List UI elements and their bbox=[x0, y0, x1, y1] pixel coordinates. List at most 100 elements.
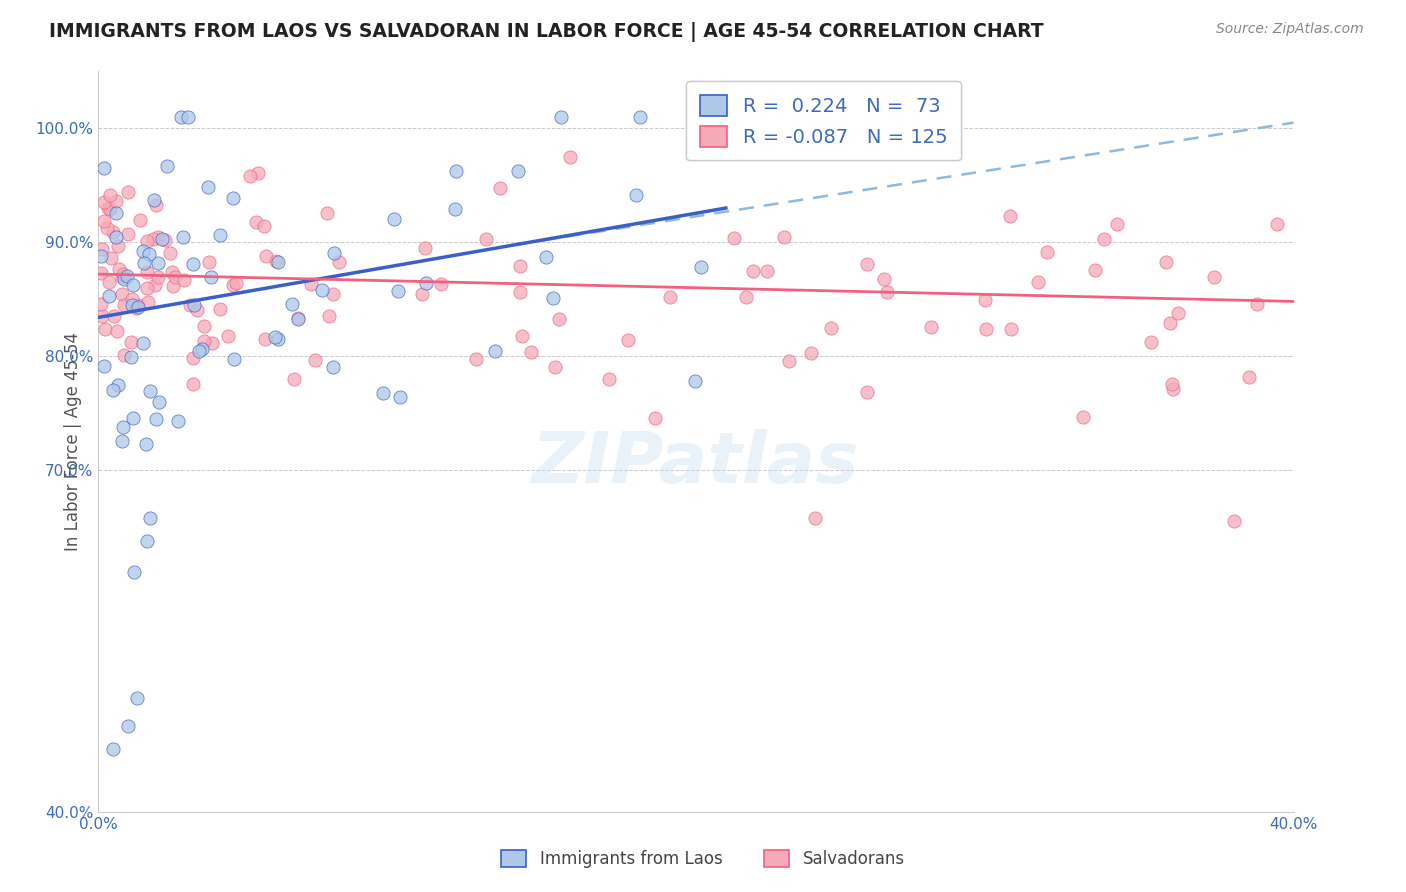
Point bbox=[97, 201, 120, 215]
Point bbox=[117, 227, 139, 241]
Point bbox=[125, 301, 148, 316]
Point bbox=[200, 269, 222, 284]
Point bbox=[112, 297, 135, 311]
Point bbox=[121, 292, 143, 306]
Point bbox=[98, 188, 121, 202]
Point bbox=[150, 232, 173, 246]
Point bbox=[148, 229, 170, 244]
Point bbox=[98, 202, 121, 216]
Point bbox=[311, 283, 333, 297]
Point bbox=[93, 359, 115, 373]
Point bbox=[221, 191, 243, 205]
Point bbox=[873, 272, 896, 286]
Point bbox=[778, 354, 800, 368]
Point bbox=[465, 352, 488, 367]
Point bbox=[411, 287, 433, 301]
Point bbox=[96, 221, 118, 235]
Point bbox=[105, 324, 128, 338]
Point bbox=[148, 394, 170, 409]
Point bbox=[1167, 305, 1189, 319]
Y-axis label: In Labor Force | Age 45-54: In Labor Force | Age 45-54 bbox=[63, 332, 82, 551]
Point bbox=[93, 194, 115, 209]
Point bbox=[217, 329, 239, 343]
Point bbox=[299, 277, 322, 291]
Point bbox=[112, 271, 135, 285]
Point bbox=[475, 232, 498, 246]
Point bbox=[186, 302, 208, 317]
Point bbox=[100, 251, 122, 265]
Point bbox=[104, 194, 127, 208]
Point bbox=[134, 256, 156, 270]
Point bbox=[1204, 270, 1226, 285]
Point bbox=[135, 533, 157, 548]
Point bbox=[183, 298, 205, 312]
Point bbox=[222, 277, 245, 292]
Point bbox=[90, 296, 112, 310]
Point bbox=[1265, 218, 1288, 232]
Point bbox=[1159, 316, 1181, 330]
Point bbox=[181, 377, 204, 392]
Point bbox=[742, 263, 765, 277]
Point bbox=[322, 287, 344, 301]
Point bbox=[382, 211, 405, 226]
Point bbox=[254, 250, 277, 264]
Point bbox=[444, 164, 467, 178]
Point bbox=[181, 351, 204, 366]
Point bbox=[94, 322, 117, 336]
Text: ZIPatlas: ZIPatlas bbox=[533, 429, 859, 499]
Point bbox=[198, 255, 221, 269]
Point bbox=[122, 277, 145, 292]
Point bbox=[170, 111, 193, 125]
Point bbox=[856, 385, 879, 400]
Point bbox=[127, 300, 149, 314]
Point bbox=[322, 359, 344, 374]
Point bbox=[173, 273, 195, 287]
Point bbox=[193, 334, 215, 348]
Point bbox=[558, 150, 581, 164]
Point bbox=[266, 253, 288, 268]
Point bbox=[1035, 245, 1057, 260]
Point bbox=[136, 234, 159, 248]
Point bbox=[143, 277, 166, 292]
Point bbox=[197, 179, 219, 194]
Point bbox=[132, 336, 155, 351]
Point bbox=[543, 291, 565, 305]
Text: IMMIGRANTS FROM LAOS VS SALVADORAN IN LABOR FORCE | AGE 45-54 CORRELATION CHART: IMMIGRANTS FROM LAOS VS SALVADORAN IN LA… bbox=[49, 22, 1043, 42]
Point bbox=[920, 319, 942, 334]
Point bbox=[484, 344, 506, 359]
Point bbox=[855, 257, 877, 271]
Point bbox=[254, 332, 277, 346]
Point bbox=[103, 309, 125, 323]
Point bbox=[644, 411, 666, 425]
Point bbox=[142, 232, 165, 246]
Point bbox=[115, 268, 138, 283]
Point bbox=[112, 347, 135, 361]
Text: Source: ZipAtlas.com: Source: ZipAtlas.com bbox=[1216, 22, 1364, 37]
Point bbox=[1000, 322, 1022, 336]
Point bbox=[1071, 410, 1094, 425]
Point bbox=[973, 293, 995, 307]
Point bbox=[120, 334, 142, 349]
Point bbox=[90, 266, 112, 280]
Point bbox=[624, 188, 647, 202]
Point bbox=[120, 350, 142, 364]
Point bbox=[1140, 334, 1163, 349]
Point bbox=[145, 412, 167, 426]
Point bbox=[509, 285, 531, 300]
Point bbox=[224, 351, 246, 366]
Point bbox=[112, 267, 135, 281]
Point bbox=[156, 160, 179, 174]
Point bbox=[756, 263, 779, 277]
Point bbox=[820, 321, 842, 335]
Point bbox=[304, 352, 326, 367]
Point bbox=[509, 260, 531, 274]
Point bbox=[1160, 376, 1182, 391]
Point bbox=[107, 378, 129, 392]
Point bbox=[617, 334, 640, 348]
Point bbox=[246, 166, 269, 180]
Point bbox=[520, 345, 543, 359]
Point bbox=[544, 359, 567, 374]
Point bbox=[181, 257, 204, 271]
Point bbox=[723, 231, 745, 245]
Point bbox=[1107, 218, 1129, 232]
